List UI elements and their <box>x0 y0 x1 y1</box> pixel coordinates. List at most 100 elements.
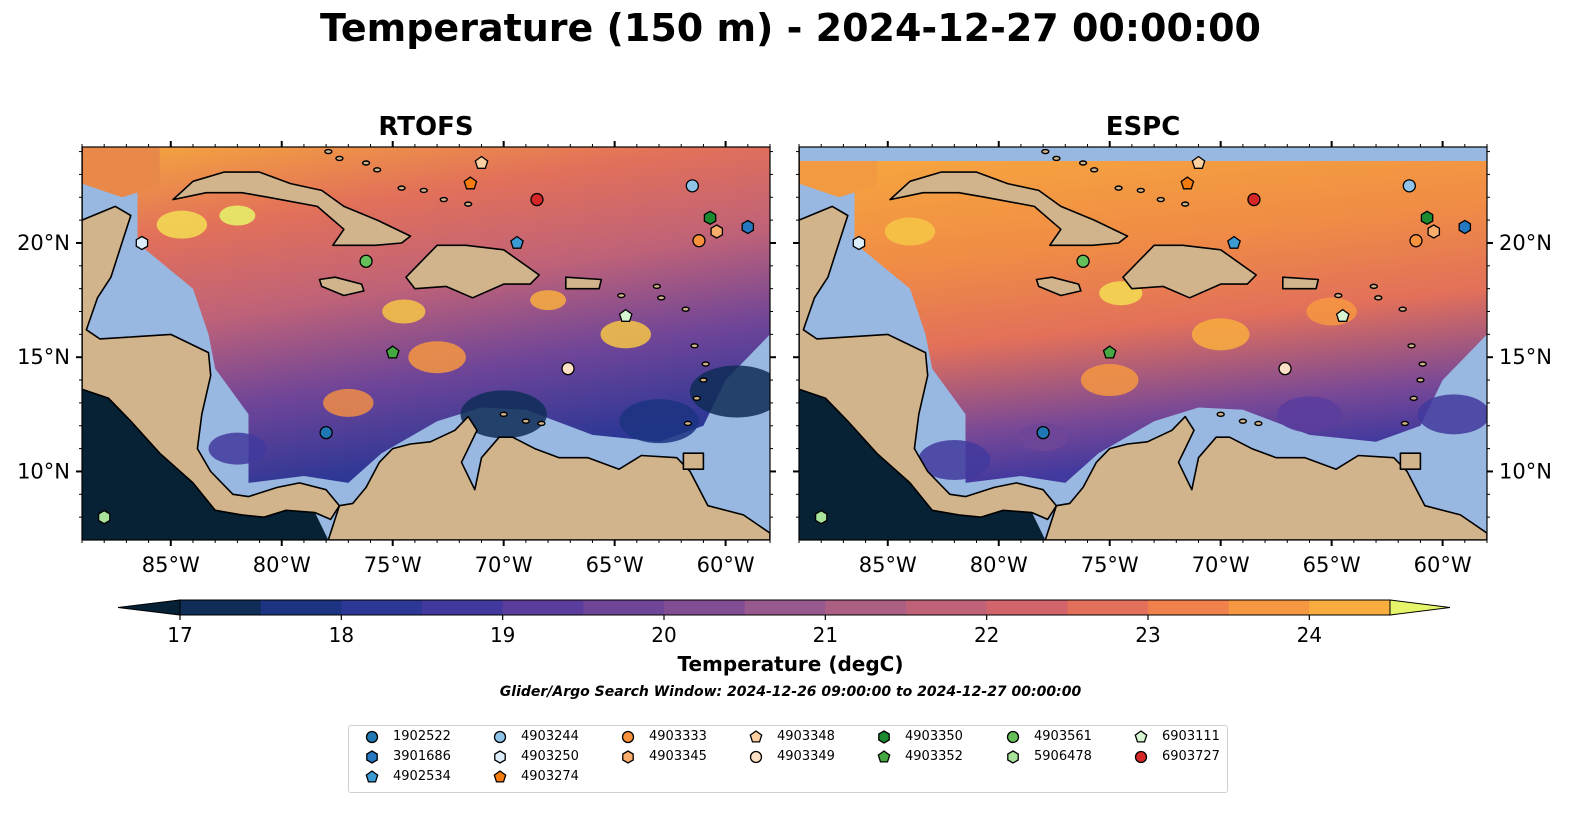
lon-tick-label: 75°W <box>364 553 422 577</box>
colorbar-segment <box>260 600 342 615</box>
legend-marker-4902534 <box>365 770 379 783</box>
float-marker-4903352 <box>385 345 400 359</box>
float-marker-4902534 <box>1227 235 1241 249</box>
temperature-eddy <box>1277 396 1342 433</box>
temperature-eddy <box>382 299 426 324</box>
island <box>1156 196 1165 203</box>
legend-label: 1902522 <box>393 729 451 744</box>
temperature-eddy <box>208 432 267 465</box>
float-marker-1902522 <box>319 425 333 440</box>
island <box>335 155 344 162</box>
legend-marker-4903561 <box>1006 730 1020 744</box>
legend-marker-5906478 <box>1007 750 1019 764</box>
legend-label: 4902534 <box>393 769 451 784</box>
temperature-field <box>137 147 770 483</box>
landmass <box>82 147 341 521</box>
legend-label: 4903348 <box>777 729 835 744</box>
temperature-eddy <box>156 210 208 239</box>
island <box>397 185 406 191</box>
map-frame <box>81 146 771 541</box>
island <box>1400 420 1410 427</box>
no-data-strip <box>799 147 1487 161</box>
island <box>419 187 428 194</box>
lon-tick-label: 60°W <box>697 553 755 577</box>
colorbar-tick-label: 17 <box>167 623 192 647</box>
legend-marker-3901686 <box>366 750 378 764</box>
landmass <box>1399 452 1422 471</box>
colorbar-segment <box>583 600 665 615</box>
temperature-eddy <box>530 290 567 311</box>
map-panel-espc: 85°W 80°W 75°W 70°W 65°W 60°W 20°N 15°N 10°N <box>793 141 1552 577</box>
legend-label: 4903250 <box>521 749 579 764</box>
island <box>699 377 708 383</box>
island <box>361 160 371 166</box>
float-marker-6903111 <box>618 308 633 322</box>
map-frame <box>798 146 1488 541</box>
island <box>439 196 448 203</box>
landmass <box>318 276 365 297</box>
colorbar-segment <box>1228 600 1310 615</box>
island <box>499 411 508 418</box>
legend-marker-4903348 <box>749 730 763 743</box>
pacific-ocean <box>82 389 329 540</box>
lat-tick-label: 20°N <box>17 231 70 255</box>
legend-label: 4903274 <box>521 769 579 784</box>
legend-marker-1902522 <box>365 730 379 744</box>
float-marker-3901686 <box>741 219 755 235</box>
landmass <box>889 171 1129 247</box>
temperature-eddy <box>323 388 374 417</box>
float-marker-4903250 <box>135 235 149 251</box>
float-legend: 1902522 3901686 4902534 4903244 4903250 49032… <box>348 725 1228 793</box>
colorbar-segment <box>825 600 907 615</box>
colorbar-tick-label: 23 <box>1135 623 1160 647</box>
island <box>1089 167 1099 173</box>
temperature-eddy <box>884 217 936 246</box>
island <box>1418 361 1427 367</box>
colorbar-segment <box>180 600 262 615</box>
island <box>617 292 626 299</box>
island <box>681 306 690 312</box>
float-marker-4903333 <box>692 234 706 248</box>
colorbar-segment <box>664 600 746 615</box>
temperature-field-gulf <box>82 147 160 198</box>
legend-label: 4903561 <box>1034 729 1092 744</box>
island <box>1078 160 1088 166</box>
legend-label: 3901686 <box>393 749 451 764</box>
lon-tick-label: 80°W <box>253 553 311 577</box>
float-marker-4903333 <box>1409 234 1423 248</box>
legend-marker-4903274 <box>493 770 507 783</box>
island <box>463 201 473 207</box>
temperature-eddy <box>219 205 256 226</box>
lon-tick-label: 70°W <box>475 553 533 577</box>
colorbar-segment <box>906 600 988 615</box>
colorbar-tick-label: 21 <box>813 623 838 647</box>
island <box>1052 155 1061 162</box>
landmass <box>1122 244 1257 299</box>
float-marker-5906478 <box>814 509 828 525</box>
lon-tick-label: 65°W <box>586 553 644 577</box>
temperature-eddy <box>689 365 770 418</box>
float-marker-4903274 <box>1180 176 1195 190</box>
legend-marker-4903349 <box>749 750 763 764</box>
island <box>692 395 701 402</box>
float-marker-4903350 <box>1420 210 1434 226</box>
island <box>1407 343 1416 349</box>
island <box>683 420 693 427</box>
island <box>690 343 699 349</box>
legend-marker-4903350 <box>878 730 890 744</box>
colorbar-tick-label: 18 <box>329 623 354 647</box>
island <box>1254 420 1263 427</box>
float-marker-4903350 <box>703 210 717 226</box>
float-marker-4903244 <box>685 179 699 193</box>
landmass <box>682 452 705 471</box>
island <box>652 283 662 290</box>
legend-marker-4903345 <box>622 750 634 764</box>
island <box>1136 187 1145 194</box>
float-marker-4902534 <box>510 235 524 249</box>
legend-marker-4903244 <box>493 730 507 744</box>
lon-tick-label: 85°W <box>859 553 917 577</box>
island <box>701 361 710 367</box>
island <box>1238 418 1248 424</box>
colorbar-segment <box>744 600 826 615</box>
island <box>1398 306 1407 312</box>
